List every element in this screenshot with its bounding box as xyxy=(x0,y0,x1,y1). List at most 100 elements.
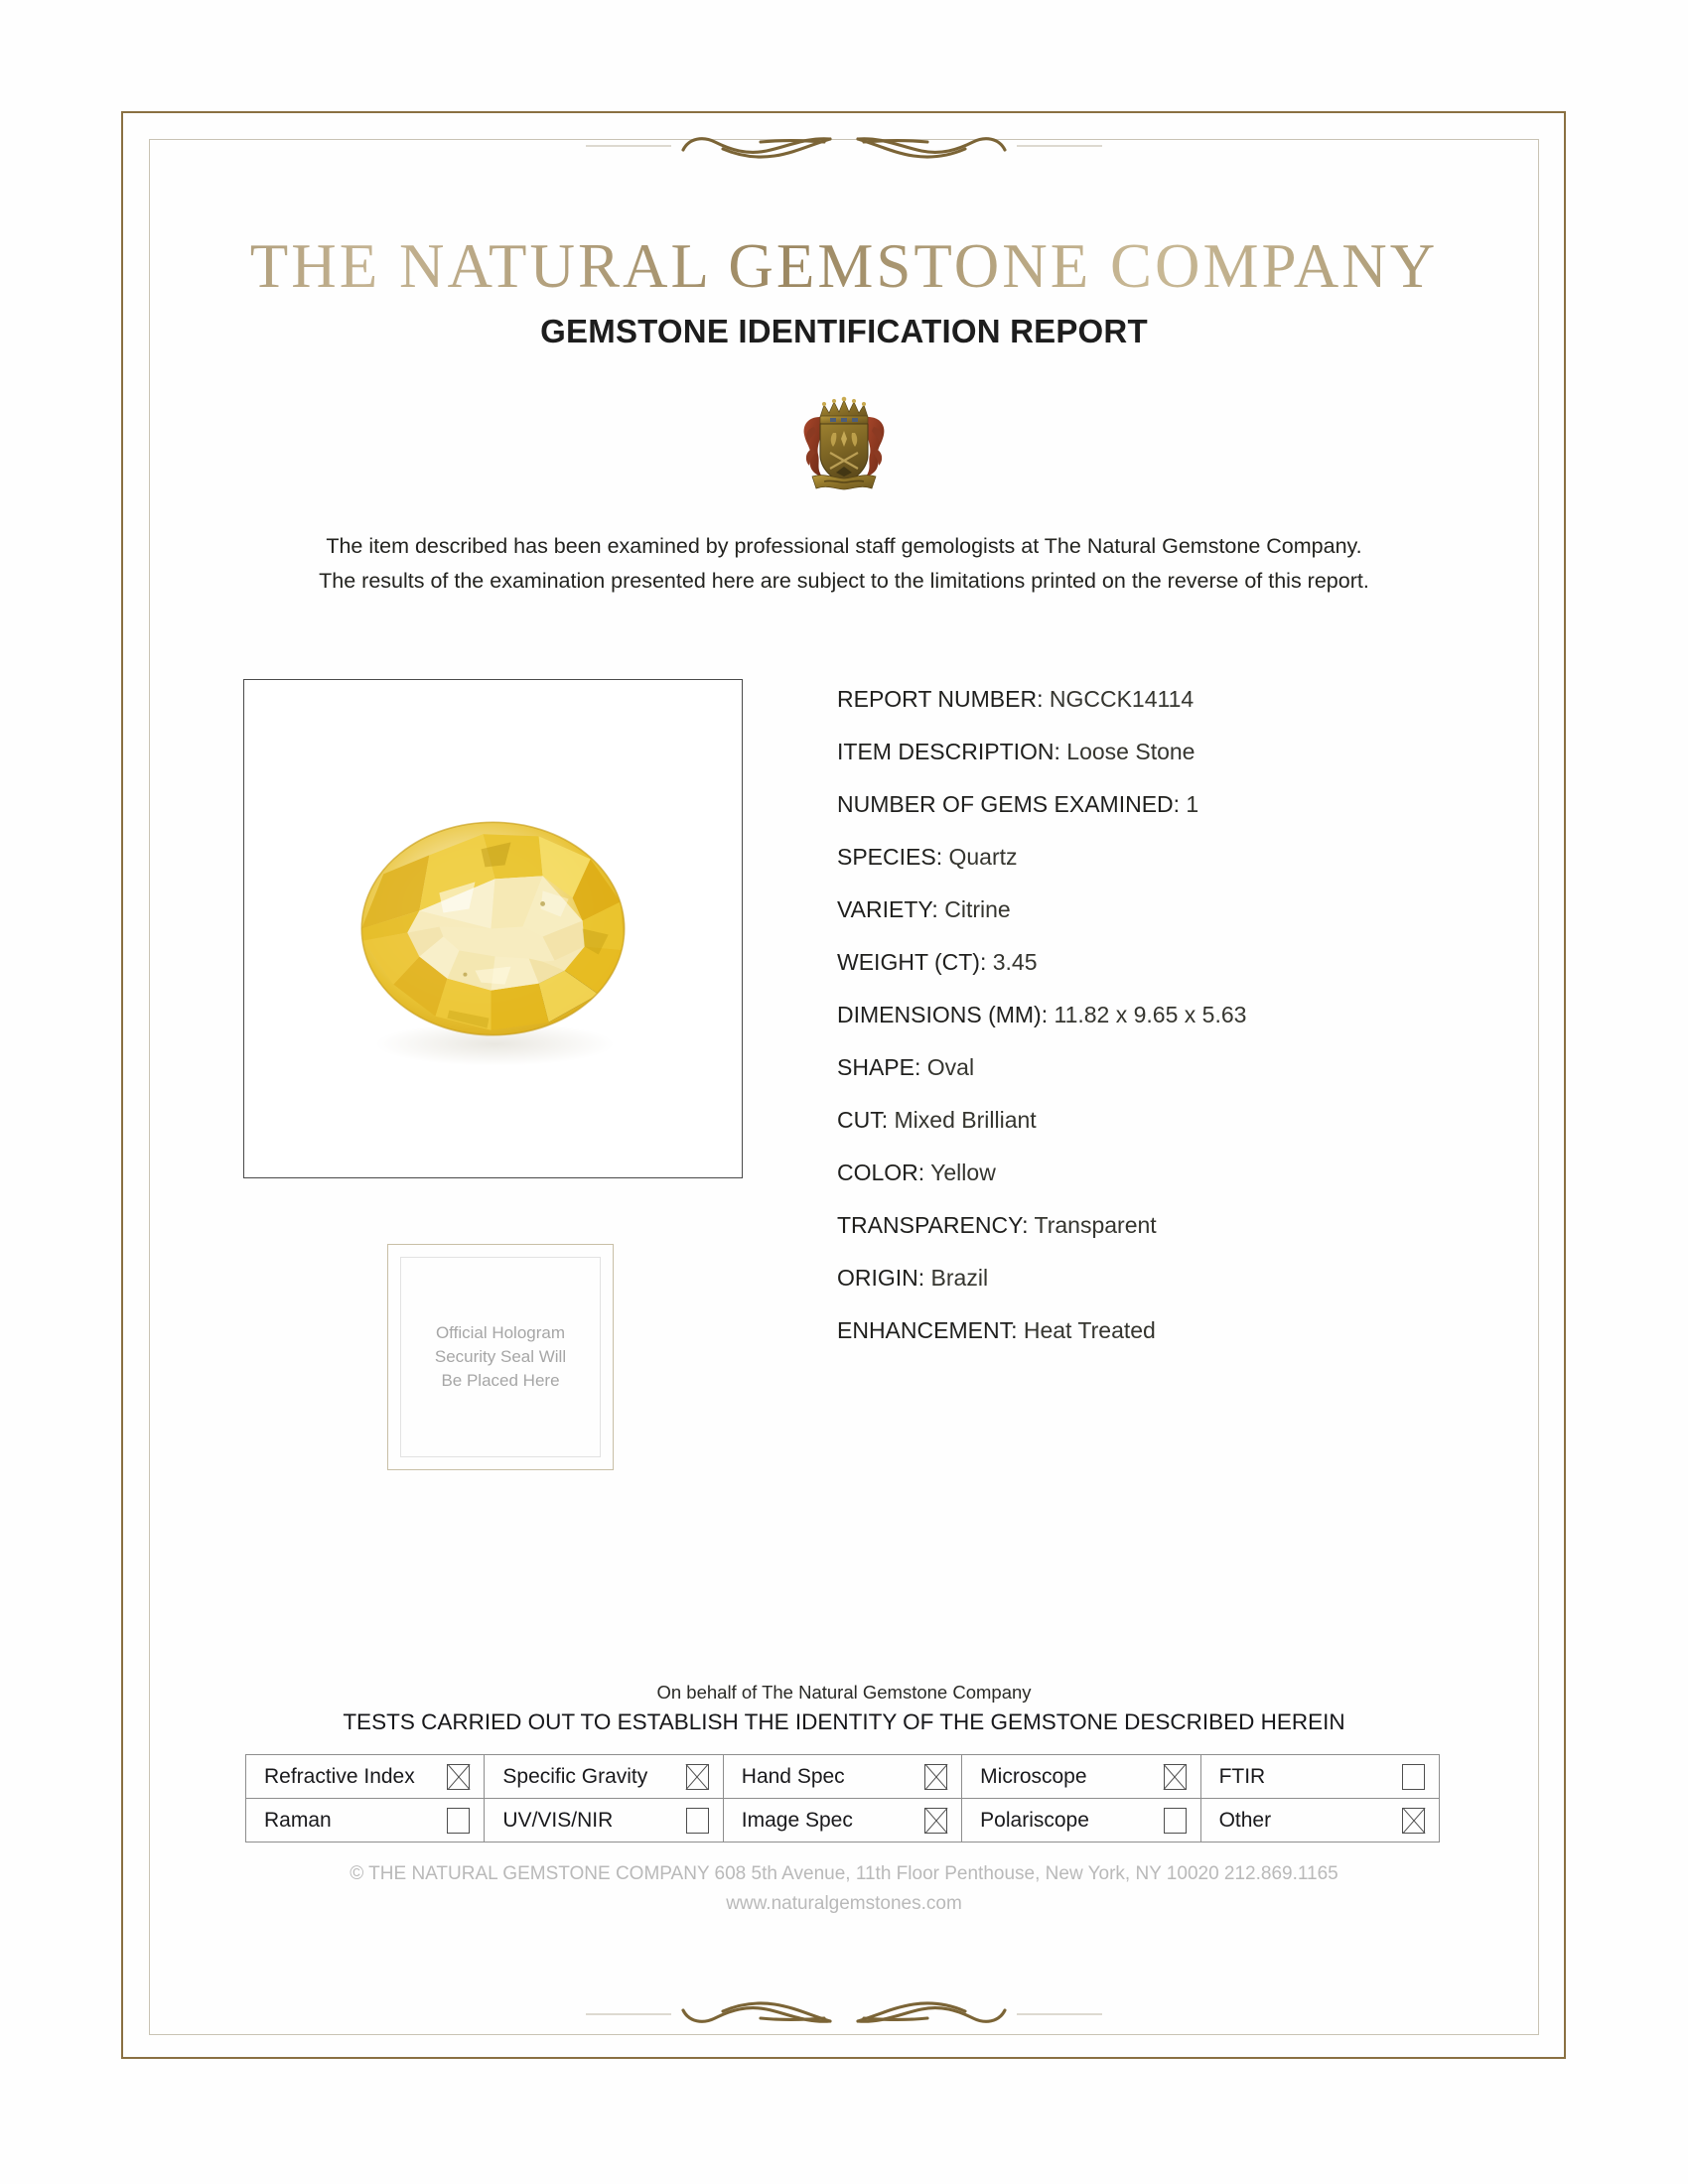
test-label: Microscope xyxy=(980,1764,1087,1788)
detail-label: TRANSPARENCY: xyxy=(837,1212,1029,1238)
checkbox-unchecked[interactable] xyxy=(1163,1807,1187,1834)
test-cell[interactable]: Hand Spec xyxy=(722,1754,963,1799)
detail-row: WEIGHT (CT): 3.45 xyxy=(837,936,1473,989)
footer-address-line: © THE NATURAL GEMSTONE COMPANY 608 5th A… xyxy=(350,1863,1338,1884)
checkbox-checked[interactable] xyxy=(924,1807,948,1834)
detail-row: COLOR: Yellow xyxy=(837,1147,1473,1199)
checkbox-unchecked[interactable] xyxy=(447,1807,471,1834)
test-cell[interactable]: UV/VIS/NIR xyxy=(484,1798,724,1843)
test-label: Raman xyxy=(264,1808,332,1832)
page-border-inner xyxy=(149,139,1539,2035)
test-label: Polariscope xyxy=(980,1808,1089,1832)
intro-line-2: The results of the examination presented… xyxy=(319,569,1369,593)
checkbox-checked[interactable] xyxy=(924,1763,948,1790)
hologram-seal-text: Official Hologram Security Seal Will Be … xyxy=(435,1321,566,1393)
heraldic-crest-icon xyxy=(784,393,904,502)
test-label: Image Spec xyxy=(741,1808,853,1832)
ornamental-flourish-icon xyxy=(586,121,1102,167)
test-cell[interactable]: Image Spec xyxy=(722,1798,963,1843)
test-cell[interactable]: Specific Gravity xyxy=(484,1754,724,1799)
checkbox-unchecked[interactable] xyxy=(685,1807,709,1834)
detail-value: Transparent xyxy=(1028,1212,1157,1238)
report-subtitle: GEMSTONE IDENTIFICATION REPORT xyxy=(540,313,1148,349)
detail-value: Heat Treated xyxy=(1017,1317,1156,1343)
detail-row: DIMENSIONS (MM): 11.82 x 9.65 x 5.63 xyxy=(837,989,1473,1041)
detail-label: WEIGHT (CT): xyxy=(837,949,987,975)
test-cell-inner: Other xyxy=(1218,1807,1425,1834)
test-cell-inner: Refractive Index xyxy=(264,1763,471,1790)
detail-label: ITEM DESCRIPTION: xyxy=(837,739,1060,764)
test-label: FTIR xyxy=(1218,1764,1266,1788)
hologram-line-2: Security Seal Will xyxy=(434,1347,567,1366)
checkbox-checked[interactable] xyxy=(447,1763,471,1790)
test-cell-inner: Microscope xyxy=(980,1763,1187,1790)
detail-row: NUMBER OF GEMS EXAMINED: 1 xyxy=(837,778,1473,831)
tests-table: Refractive Index Specific Gravity Hand Spe… xyxy=(244,1754,1441,1843)
test-cell-inner: Polariscope xyxy=(980,1807,1187,1834)
test-label: Hand Spec xyxy=(741,1764,845,1788)
detail-row: ENHANCEMENT: Heat Treated xyxy=(837,1304,1473,1357)
intro-line-1: The item described has been examined by … xyxy=(326,534,1362,558)
detail-value: Citrine xyxy=(937,896,1011,922)
detail-label: SHAPE: xyxy=(837,1054,921,1080)
detail-value: 11.82 x 9.65 x 5.63 xyxy=(1048,1002,1247,1027)
detail-label: REPORT NUMBER: xyxy=(837,686,1044,712)
detail-label: VARIETY: xyxy=(837,896,938,922)
detail-value: Oval xyxy=(920,1054,975,1080)
tests-heading: TESTS CARRIED OUT TO ESTABLISH THE IDENT… xyxy=(343,1709,1345,1734)
test-label: Other xyxy=(1218,1808,1272,1832)
detail-label: NUMBER OF GEMS EXAMINED: xyxy=(837,791,1181,817)
detail-value: Brazil xyxy=(924,1265,989,1291)
detail-row: ITEM DESCRIPTION: Loose Stone xyxy=(837,726,1473,778)
detail-label: ORIGIN: xyxy=(837,1265,925,1291)
ornamental-flourish-icon xyxy=(586,1993,1102,2039)
detail-row: REPORT NUMBER: NGCCK14114 xyxy=(837,673,1473,726)
test-cell-inner: Image Spec xyxy=(741,1807,948,1834)
test-cell[interactable]: Other xyxy=(1199,1798,1441,1843)
detail-label: SPECIES: xyxy=(837,844,943,870)
tests-table-row: Raman UV/VIS/NIR Image Spec Polariscope Othe… xyxy=(244,1798,1441,1843)
test-label: UV/VIS/NIR xyxy=(502,1808,614,1832)
hologram-line-3: Be Placed Here xyxy=(441,1371,560,1390)
checkbox-checked[interactable] xyxy=(1402,1807,1425,1834)
oval-citrine-gemstone-photo xyxy=(244,680,742,1177)
detail-row: VARIETY: Citrine xyxy=(837,884,1473,936)
checkbox-unchecked[interactable] xyxy=(1402,1763,1425,1790)
gemstone-photo-frame xyxy=(243,679,743,1178)
test-cell[interactable]: Polariscope xyxy=(961,1798,1201,1843)
company-title: THE NATURAL GEMSTONE COMPANY xyxy=(0,230,1688,303)
test-cell-inner: UV/VIS/NIR xyxy=(502,1807,709,1834)
detail-value: 1 xyxy=(1180,791,1199,817)
page-border-outer xyxy=(121,111,1566,2059)
detail-value: NGCCK14114 xyxy=(1043,686,1195,712)
test-cell-inner: Raman xyxy=(264,1807,471,1834)
detail-row: SHAPE: Oval xyxy=(837,1041,1473,1094)
test-cell[interactable]: Microscope xyxy=(961,1754,1201,1799)
detail-label: ENHANCEMENT: xyxy=(837,1317,1018,1343)
checkbox-checked[interactable] xyxy=(1163,1763,1187,1790)
on-behalf-text: On behalf of The Natural Gemstone Compan… xyxy=(656,1682,1032,1703)
tests-table-row: Refractive Index Specific Gravity Hand Spe… xyxy=(244,1754,1441,1799)
detail-row: TRANSPARENCY: Transparent xyxy=(837,1199,1473,1252)
detail-row: SPECIES: Quartz xyxy=(837,831,1473,884)
test-cell-inner: Specific Gravity xyxy=(502,1763,709,1790)
footer: © THE NATURAL GEMSTONE COMPANY 608 5th A… xyxy=(149,1859,1539,1919)
detail-row: ORIGIN: Brazil xyxy=(837,1252,1473,1304)
detail-label: COLOR: xyxy=(837,1160,925,1185)
detail-value: Quartz xyxy=(942,844,1018,870)
detail-value: Yellow xyxy=(924,1160,996,1185)
detail-label: CUT: xyxy=(837,1107,889,1133)
test-cell-inner: Hand Spec xyxy=(741,1763,948,1790)
test-label: Specific Gravity xyxy=(502,1764,648,1788)
test-cell[interactable]: Raman xyxy=(244,1798,486,1843)
intro-paragraph: The item described has been examined by … xyxy=(149,529,1539,599)
checkbox-checked[interactable] xyxy=(685,1763,709,1790)
test-cell[interactable]: Refractive Index xyxy=(244,1754,486,1799)
footer-website-line: www.naturalgemstones.com xyxy=(726,1893,962,1914)
gem-detail-fields: REPORT NUMBER: NGCCK14114 ITEM DESCRIPTIO… xyxy=(837,673,1473,1357)
hologram-seal-inner-border: Official Hologram Security Seal Will Be … xyxy=(400,1257,601,1457)
test-cell-inner: FTIR xyxy=(1218,1763,1425,1790)
detail-value: Loose Stone xyxy=(1059,739,1196,764)
test-cell[interactable]: FTIR xyxy=(1199,1754,1441,1799)
